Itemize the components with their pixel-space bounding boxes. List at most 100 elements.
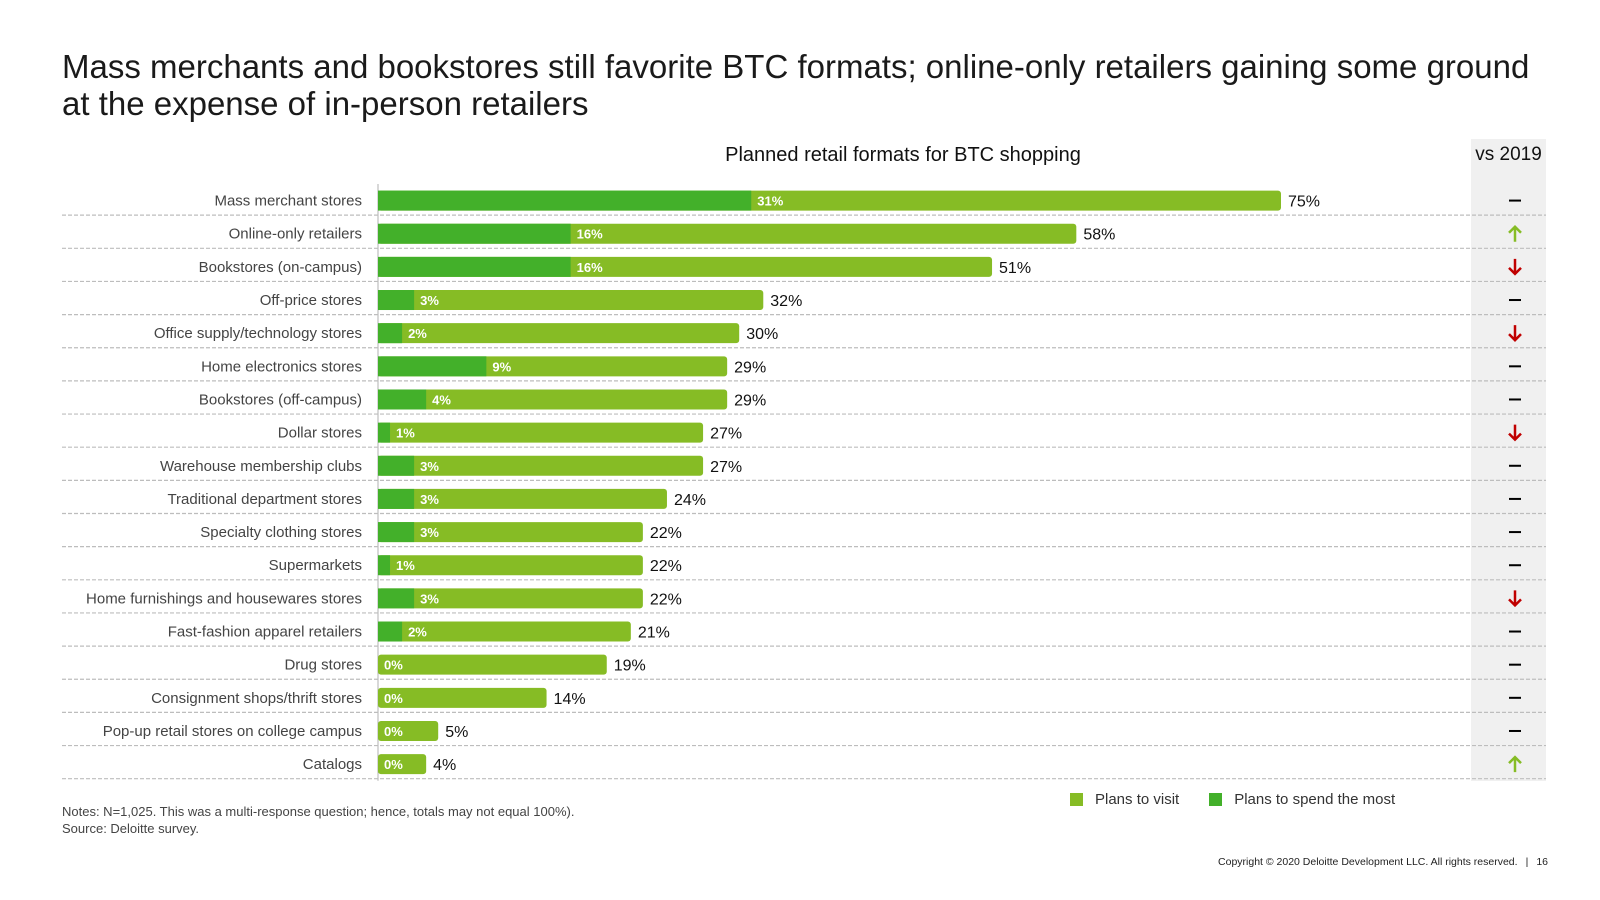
category-label: Pop-up retail stores on college campus: [103, 723, 362, 740]
trend-down-arrow-icon: [1508, 590, 1522, 608]
category-label: Off-price stores: [260, 292, 362, 309]
data-label-visit: 29%: [734, 392, 766, 409]
data-label-spend: 3%: [420, 459, 439, 474]
data-label-spend: 0%: [384, 757, 403, 772]
data-label-spend: 0%: [384, 658, 403, 673]
source-text: Source: Deloitte survey.: [62, 821, 200, 836]
bar-plans-to-spend: [378, 455, 415, 476]
category-label: Dollar stores: [278, 425, 362, 442]
category-label: Home furnishings and housewares stores: [86, 590, 362, 607]
data-label-spend: 31%: [757, 194, 783, 209]
category-label: Online-only retailers: [229, 226, 362, 243]
bar-plans-to-spend: [378, 190, 752, 211]
bar-plans-to-visit: [378, 621, 631, 642]
category-label: Consignment shops/thrift stores: [151, 690, 362, 707]
data-label-visit: 22%: [650, 591, 682, 608]
category-label: Warehouse membership clubs: [160, 458, 362, 475]
data-label-visit: 30%: [746, 326, 778, 343]
legend-label-visit: Plans to visit: [1095, 791, 1180, 808]
bar-plans-to-visit: [378, 422, 704, 443]
bar-plans-to-visit: [378, 555, 643, 576]
category-label: Drug stores: [284, 657, 362, 674]
data-label-visit: 24%: [674, 492, 706, 509]
bar-plans-to-visit: [378, 290, 764, 311]
page-title: Mass merchants and bookstores still favo…: [62, 48, 1530, 122]
data-label-spend: 3%: [420, 525, 439, 540]
data-label-spend: 0%: [384, 691, 403, 706]
data-label-spend: 3%: [420, 293, 439, 308]
data-label-spend: 2%: [408, 326, 427, 341]
bar-plans-to-spend: [378, 522, 415, 543]
bar-plans-to-visit: [378, 522, 643, 543]
legend: Plans to visit Plans to spend the most: [1070, 791, 1425, 808]
chart-title: Planned retail formats for BTC shopping: [725, 144, 1081, 166]
page-number: 16: [1536, 856, 1548, 868]
data-label-visit: 4%: [433, 757, 456, 774]
bar-plans-to-visit: [378, 687, 547, 708]
trend-down-arrow-icon: [1508, 258, 1522, 276]
bar-plans-to-spend: [378, 488, 415, 509]
data-label-visit: 27%: [710, 459, 742, 476]
category-label: Fast-fashion apparel retailers: [168, 624, 362, 641]
trend-column-header: vs 2019: [1475, 144, 1542, 165]
data-label-spend: 0%: [384, 724, 403, 739]
bar-plans-to-spend: [378, 223, 571, 244]
notes: Notes: N=1,025. This was a multi-respons…: [62, 803, 574, 837]
legend-label-spend: Plans to spend the most: [1234, 791, 1396, 808]
data-label-visit: 27%: [710, 426, 742, 443]
category-label: Bookstores (off-campus): [199, 391, 362, 408]
bar-plans-to-visit: [378, 654, 607, 675]
data-label-spend: 1%: [396, 558, 415, 573]
data-label-spend: 9%: [492, 359, 511, 374]
legend-item-visit: Plans to visit: [1070, 791, 1179, 808]
legend-swatch-spend: [1209, 793, 1223, 806]
trend-up-arrow-icon: [1508, 224, 1522, 242]
data-label-visit: 32%: [770, 293, 802, 310]
data-label-visit: 14%: [554, 691, 586, 708]
legend-swatch-visit: [1070, 793, 1083, 806]
bar-plans-to-spend: [378, 588, 415, 609]
category-label: Home electronics stores: [201, 358, 362, 375]
bar-plans-to-spend: [378, 256, 571, 277]
bar-plans-to-spend: [378, 621, 403, 642]
data-label-visit: 58%: [1083, 227, 1115, 244]
data-label-visit: 51%: [999, 260, 1031, 277]
bar-plans-to-spend: [378, 555, 391, 576]
data-label-visit: 5%: [445, 724, 468, 741]
category-label: Traditional department stores: [167, 491, 362, 508]
data-label-visit: 75%: [1288, 194, 1320, 211]
category-label: Office supply/technology stores: [154, 325, 362, 342]
trend-down-arrow-icon: [1508, 325, 1522, 342]
notes-text: Notes: N=1,025. This was a multi-respons…: [62, 804, 575, 819]
data-label-spend: 3%: [420, 591, 439, 606]
bar-plans-to-visit: [378, 720, 439, 741]
bar-plans-to-visit: [378, 754, 427, 775]
data-label-visit: 19%: [614, 658, 646, 675]
data-label-spend: 2%: [408, 625, 427, 640]
bar-plans-to-visit: [378, 455, 704, 476]
data-label-spend: 4%: [432, 392, 451, 407]
bar-plans-to-visit: [378, 588, 643, 609]
category-label: Supermarkets: [269, 557, 362, 574]
category-label: Specialty clothing stores: [200, 524, 362, 541]
data-label-visit: 21%: [638, 625, 670, 642]
bar-plans-to-spend: [378, 290, 415, 311]
bar-plans-to-spend: [378, 422, 391, 443]
bar-plans-to-visit: [378, 389, 728, 410]
bar-chart: Mass merchant stores 31% 75% Online-only re…: [62, 184, 1546, 781]
category-label: Bookstores (on-campus): [199, 259, 362, 276]
category-label: Mass merchant stores: [214, 193, 362, 210]
bar-plans-to-spend: [378, 323, 403, 344]
copyright: Copyright © 2020 Deloitte Development LL…: [1218, 856, 1518, 868]
bar-plans-to-visit: [378, 323, 740, 344]
legend-item-spend: Plans to spend the most: [1209, 791, 1395, 808]
bar-plans-to-visit: [378, 488, 667, 509]
data-label-spend: 3%: [420, 492, 439, 507]
category-label: Catalogs: [303, 756, 362, 773]
bar-plans-to-spend: [378, 356, 487, 377]
bar-plans-to-spend: [378, 389, 427, 410]
data-label-spend: 1%: [396, 426, 415, 441]
footer: Copyright © 2020 Deloitte Development LL…: [1218, 856, 1548, 868]
trend-up-arrow-icon: [1508, 755, 1522, 773]
data-label-visit: 22%: [650, 558, 682, 575]
